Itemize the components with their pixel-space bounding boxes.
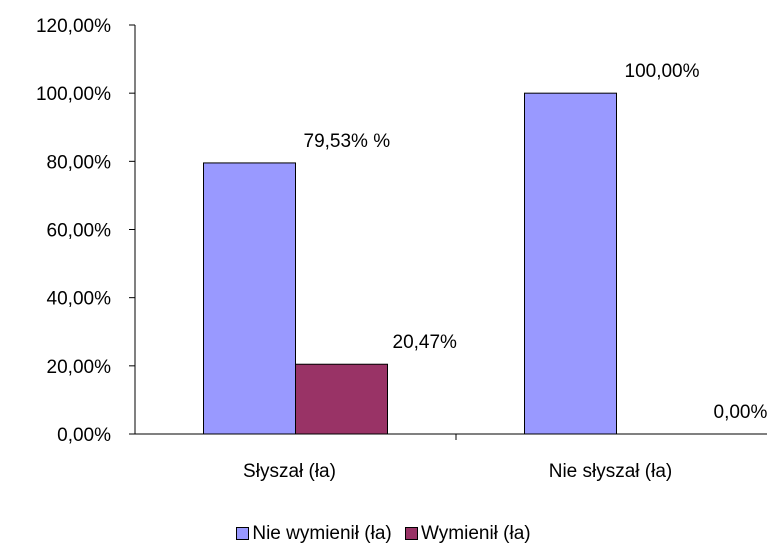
data-label: 20,47% (393, 332, 458, 353)
y-tick-label: 40,00% (47, 289, 112, 310)
bar (295, 363, 388, 435)
legend-swatch-nie-wymienil (236, 527, 250, 540)
y-tick-label: 60,00% (47, 221, 112, 242)
x-tick-label: Słyszał (ła) (243, 461, 336, 482)
chart-legend: Nie wymienił (ła) Wymienił (ła) (0, 523, 767, 545)
legend-label-nie-wymienil: Nie wymienił (ła) (252, 523, 392, 544)
legend-label-wymienil: Wymienił (ła) (421, 523, 531, 544)
y-tick-label: 20,00% (47, 357, 112, 378)
data-label: 79,53% % (304, 131, 391, 152)
bar (203, 162, 296, 435)
y-tick-label: 120,00% (36, 16, 111, 37)
legend-swatch-wymienil (405, 527, 418, 540)
x-tick-label: Nie słyszał (ła) (549, 461, 673, 482)
bar-chart: 0,00% 20,00% 40,00% 60,00% 80,00% 100,00% 120,… (36, 16, 767, 482)
y-tick-label: 80,00% (47, 152, 112, 173)
data-label: 0,00% (714, 402, 767, 423)
bar (524, 92, 617, 435)
data-label: 100,00% (625, 61, 700, 82)
legend-item-nie-wymienil: Nie wymienił (ła) (236, 523, 392, 545)
y-tick-label: 0,00% (57, 425, 111, 446)
y-tick-label: 100,00% (36, 84, 111, 105)
legend-item-wymienil: Wymienił (ła) (405, 523, 531, 545)
